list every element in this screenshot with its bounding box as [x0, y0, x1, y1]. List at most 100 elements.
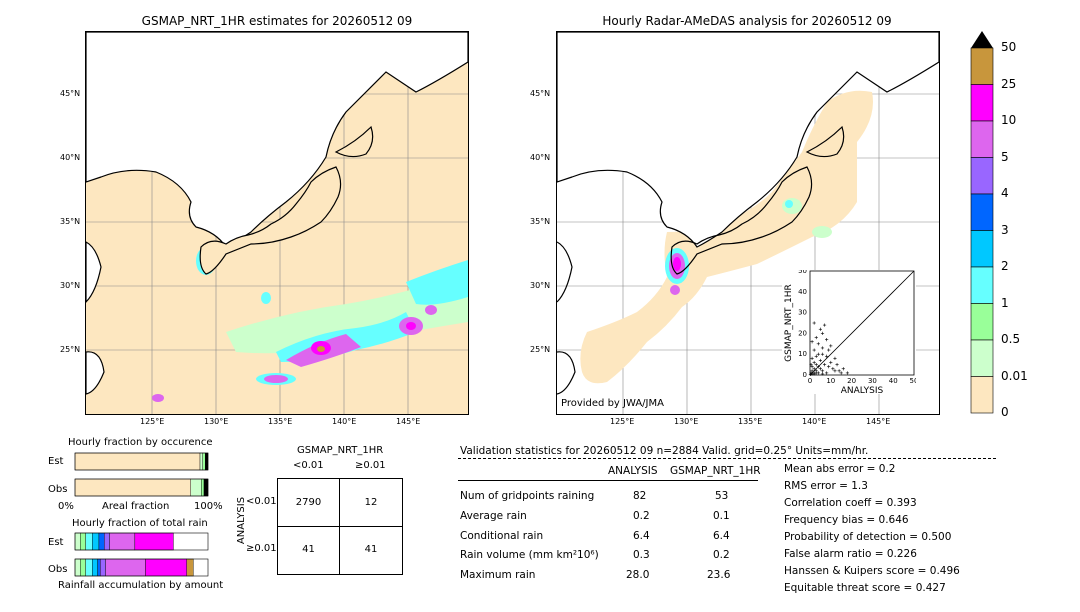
col-gsmap: GSMAP_NRT_1HR [670, 465, 761, 477]
scatter-point [825, 338, 829, 342]
colorbar-label: 3 [1001, 222, 1009, 237]
occurrence-bars [74, 452, 209, 497]
fraction-segment [190, 478, 202, 497]
right-map-coverage [580, 90, 873, 384]
score: Hanssen & Kuipers score = 0.496 [784, 565, 960, 577]
scatter-point [812, 360, 816, 365]
fraction-bar-outline [74, 532, 209, 551]
lat-tick: 30°N [60, 281, 81, 290]
scatter-point [818, 367, 822, 371]
scatter-point [822, 363, 827, 367]
stat-row-gsmap: 0.2 [713, 549, 730, 561]
obs-label-2: Obs [48, 564, 68, 575]
row-header: <0.01 [246, 496, 277, 507]
lat-tick: 45°N [530, 89, 551, 98]
fraction-segment [97, 558, 101, 577]
stat-row-gsmap: 6.4 [713, 530, 730, 542]
scatter-plot: 00 10 10 20 20 30 30 40 40 50 50 ANALYSIS GSMAP_NRT_… [784, 270, 916, 394]
right-map-title: Hourly Radar-AMeDAS analysis for 2026051… [602, 14, 892, 28]
scatter-y-tick: 30 [798, 309, 807, 317]
colorbar-label: 25 [1001, 76, 1017, 91]
scatter-point [820, 346, 825, 350]
lon-tick: 140°E [332, 417, 357, 426]
scatter-point [809, 363, 813, 367]
scatter-point [831, 367, 835, 371]
scatter-point [825, 354, 829, 358]
scatter-point [820, 369, 825, 373]
colorbar-label: 0 [1001, 405, 1009, 419]
scatter-xlabel: ANALYSIS [841, 386, 884, 394]
score: Equitable threat score = 0.427 [784, 582, 946, 594]
colorbar-segment [970, 157, 994, 195]
est-label: Est [48, 456, 64, 467]
colorbar-label: 4 [1001, 186, 1009, 200]
fraction-segment [145, 558, 187, 577]
stat-row-analysis: 0.3 [633, 549, 650, 561]
colorbar-label: 5 [1001, 149, 1009, 164]
colorbar-svg [970, 31, 994, 414]
scatter-point [814, 371, 818, 375]
stat-row-analysis: 28.0 [626, 569, 650, 581]
colorbar-label: 2 [1001, 259, 1009, 273]
lon-tick: 125°E [610, 417, 635, 426]
scatter-point [818, 358, 822, 363]
fraction-segment [203, 478, 209, 497]
rainfall-accum-label: Rainfall accumulation by amount [58, 580, 224, 591]
scatter-point [833, 369, 837, 373]
fraction-segment [109, 532, 136, 551]
scatter-point [812, 321, 816, 325]
col-header: <0.01 [293, 460, 324, 471]
est-label-2: Est [48, 537, 64, 548]
scatter-point [833, 356, 837, 360]
stat-row-label: Rain volume (mm km²10⁶) [460, 549, 599, 561]
scatter-point [839, 371, 843, 375]
fraction-bar-outline [74, 558, 209, 577]
score: Correlation coeff = 0.393 [784, 497, 917, 509]
cell-hits-none: 2790 [295, 497, 322, 508]
fraction-segment [92, 558, 98, 577]
lat-tick: 25°N [60, 345, 81, 354]
obs-label: Obs [48, 484, 68, 495]
scatter-point [837, 369, 841, 373]
areal-fraction-label: Areal fraction [102, 501, 170, 512]
fraction-segment [186, 558, 194, 577]
lon-tick: 130°E [204, 417, 229, 426]
scatter-point [808, 372, 813, 376]
fraction-segment [85, 558, 93, 577]
fraction-segment [74, 452, 201, 471]
contingency-title: GSMAP_NRT_1HR [297, 445, 384, 456]
scatter-point [816, 342, 820, 346]
colorbar-label: 50 [1001, 40, 1017, 54]
score: Mean abs error = 0.2 [784, 463, 896, 475]
fraction-segment [80, 558, 86, 577]
left-map-title: GSMAP_NRT_1HR estimates for 20260512 09 [141, 14, 413, 28]
total-rain-title: Hourly fraction of total rain [72, 518, 208, 529]
scatter-x-tick: 40 [889, 377, 898, 385]
scatter-point [810, 356, 814, 360]
stat-row-gsmap: 0.1 [713, 510, 730, 522]
scatter-point [812, 372, 816, 376]
stat-row-label: Average rain [460, 510, 527, 522]
scatter-y-tick: 0 [803, 371, 807, 379]
scatter-point [814, 335, 818, 340]
colorbar-label: 0.01 [1001, 368, 1028, 383]
colorbar-segment [970, 47, 994, 85]
right-map: 00 10 10 20 20 30 30 40 40 50 50 ANALYSIS GSMAP_NRT_… [556, 31, 940, 415]
fraction-segment [100, 558, 106, 577]
lat-tick: 35°N [60, 217, 81, 226]
stat-row-analysis: 6.4 [633, 530, 650, 542]
right-map-islands [557, 125, 845, 395]
fraction-segment [199, 452, 203, 471]
lon-tick: 135°E [738, 417, 763, 426]
scatter-point [825, 371, 829, 375]
scatter-point [822, 323, 827, 327]
colorbar-segment [970, 376, 994, 414]
lat-tick: 45°N [60, 89, 81, 98]
scatter-ylabel: GSMAP_NRT_1HR [784, 284, 794, 362]
scatter-y-tick: 10 [798, 350, 807, 358]
fraction-segment [201, 478, 205, 497]
scatter-point [845, 371, 850, 375]
fraction-bar-outline [74, 452, 209, 471]
scatter-point [829, 360, 833, 365]
scatter-y-tick: 20 [798, 329, 807, 337]
